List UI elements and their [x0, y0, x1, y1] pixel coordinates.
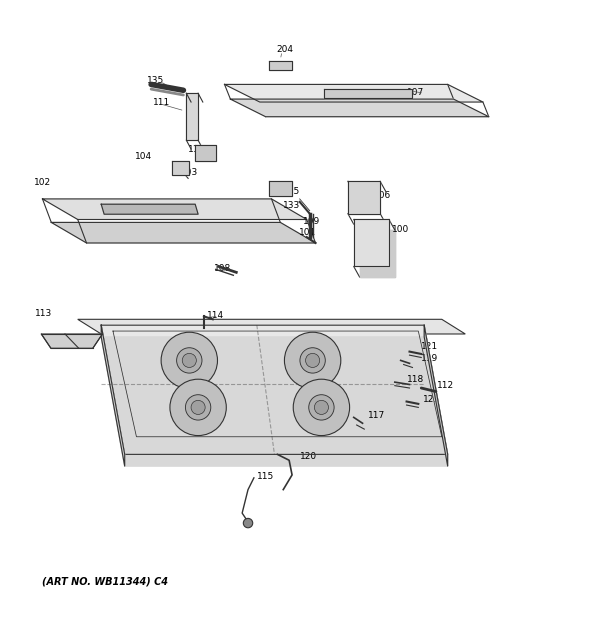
Text: 113: 113: [35, 309, 53, 318]
Polygon shape: [41, 334, 103, 348]
Circle shape: [176, 348, 202, 373]
Text: 104: 104: [135, 152, 152, 161]
Circle shape: [170, 379, 227, 435]
Circle shape: [182, 353, 196, 368]
Polygon shape: [42, 199, 307, 219]
Text: 105: 105: [283, 188, 300, 196]
Polygon shape: [424, 325, 448, 466]
Text: 119: 119: [421, 354, 438, 363]
Circle shape: [284, 332, 341, 389]
Circle shape: [293, 379, 350, 435]
Polygon shape: [359, 230, 395, 277]
Circle shape: [309, 395, 334, 420]
Circle shape: [314, 401, 329, 414]
Polygon shape: [348, 181, 380, 214]
Polygon shape: [101, 204, 198, 214]
Text: 121: 121: [421, 342, 438, 351]
Text: 101: 101: [299, 229, 316, 237]
Text: 121: 121: [423, 395, 440, 404]
Polygon shape: [195, 145, 216, 161]
Text: 133: 133: [283, 201, 300, 211]
Text: 107: 107: [407, 88, 424, 96]
Text: 135: 135: [147, 76, 164, 85]
Polygon shape: [268, 181, 292, 196]
Text: 108: 108: [214, 264, 231, 273]
Text: 112: 112: [437, 381, 454, 390]
Polygon shape: [324, 89, 412, 98]
Polygon shape: [101, 325, 448, 455]
Polygon shape: [354, 219, 389, 266]
Polygon shape: [231, 99, 489, 117]
Text: 103: 103: [181, 168, 198, 177]
Polygon shape: [225, 84, 483, 102]
Polygon shape: [101, 337, 448, 466]
Circle shape: [185, 395, 211, 420]
Polygon shape: [51, 222, 316, 243]
Circle shape: [191, 401, 205, 414]
Polygon shape: [268, 61, 292, 70]
Polygon shape: [78, 319, 466, 334]
Text: (ART NO. WB11344) C4: (ART NO. WB11344) C4: [42, 576, 169, 586]
Text: 114: 114: [207, 310, 224, 320]
Text: 102: 102: [34, 178, 51, 187]
Polygon shape: [172, 161, 189, 176]
Circle shape: [161, 332, 218, 389]
Text: 106: 106: [374, 191, 392, 200]
Circle shape: [300, 348, 325, 373]
Text: 120: 120: [300, 451, 317, 461]
Text: 118: 118: [407, 375, 424, 384]
Polygon shape: [186, 93, 198, 140]
Text: 115: 115: [257, 471, 274, 481]
Circle shape: [306, 353, 320, 368]
Text: 204: 204: [276, 45, 293, 53]
Polygon shape: [101, 325, 124, 466]
Text: 111: 111: [153, 98, 170, 107]
Text: 110: 110: [188, 145, 205, 153]
Text: 100: 100: [392, 225, 409, 234]
Text: 117: 117: [368, 410, 386, 420]
Text: 109: 109: [303, 217, 320, 226]
Circle shape: [243, 519, 253, 528]
